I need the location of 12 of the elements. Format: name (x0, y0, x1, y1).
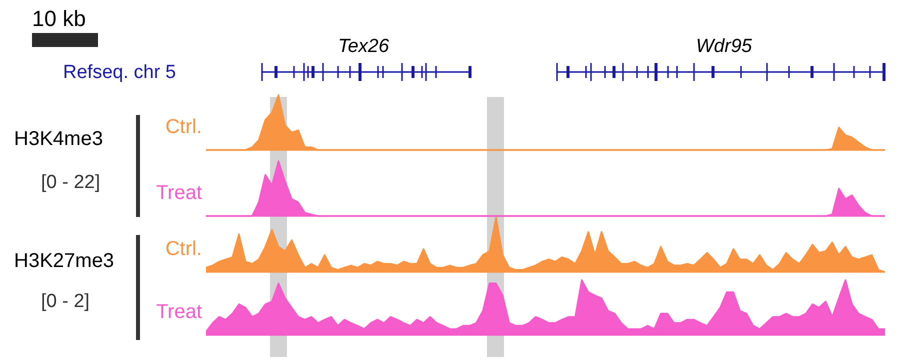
text: [0 - 22] (41, 172, 100, 193)
series-label: Ctrl. (165, 116, 202, 139)
text: [0 - 2] (41, 291, 90, 312)
text: Wdr95 (696, 36, 752, 57)
text: Tex26 (338, 36, 390, 57)
series-label: Ctrl. (165, 238, 202, 261)
text: Refseq. chr 5 (63, 62, 176, 83)
y-axis-title: H3K4me3 (14, 128, 103, 150)
series-label: Treat (156, 301, 202, 324)
text: 10 kb (32, 6, 86, 31)
series-label: Treat (156, 182, 202, 205)
y-axis-title: H3K27me3 (14, 250, 114, 272)
